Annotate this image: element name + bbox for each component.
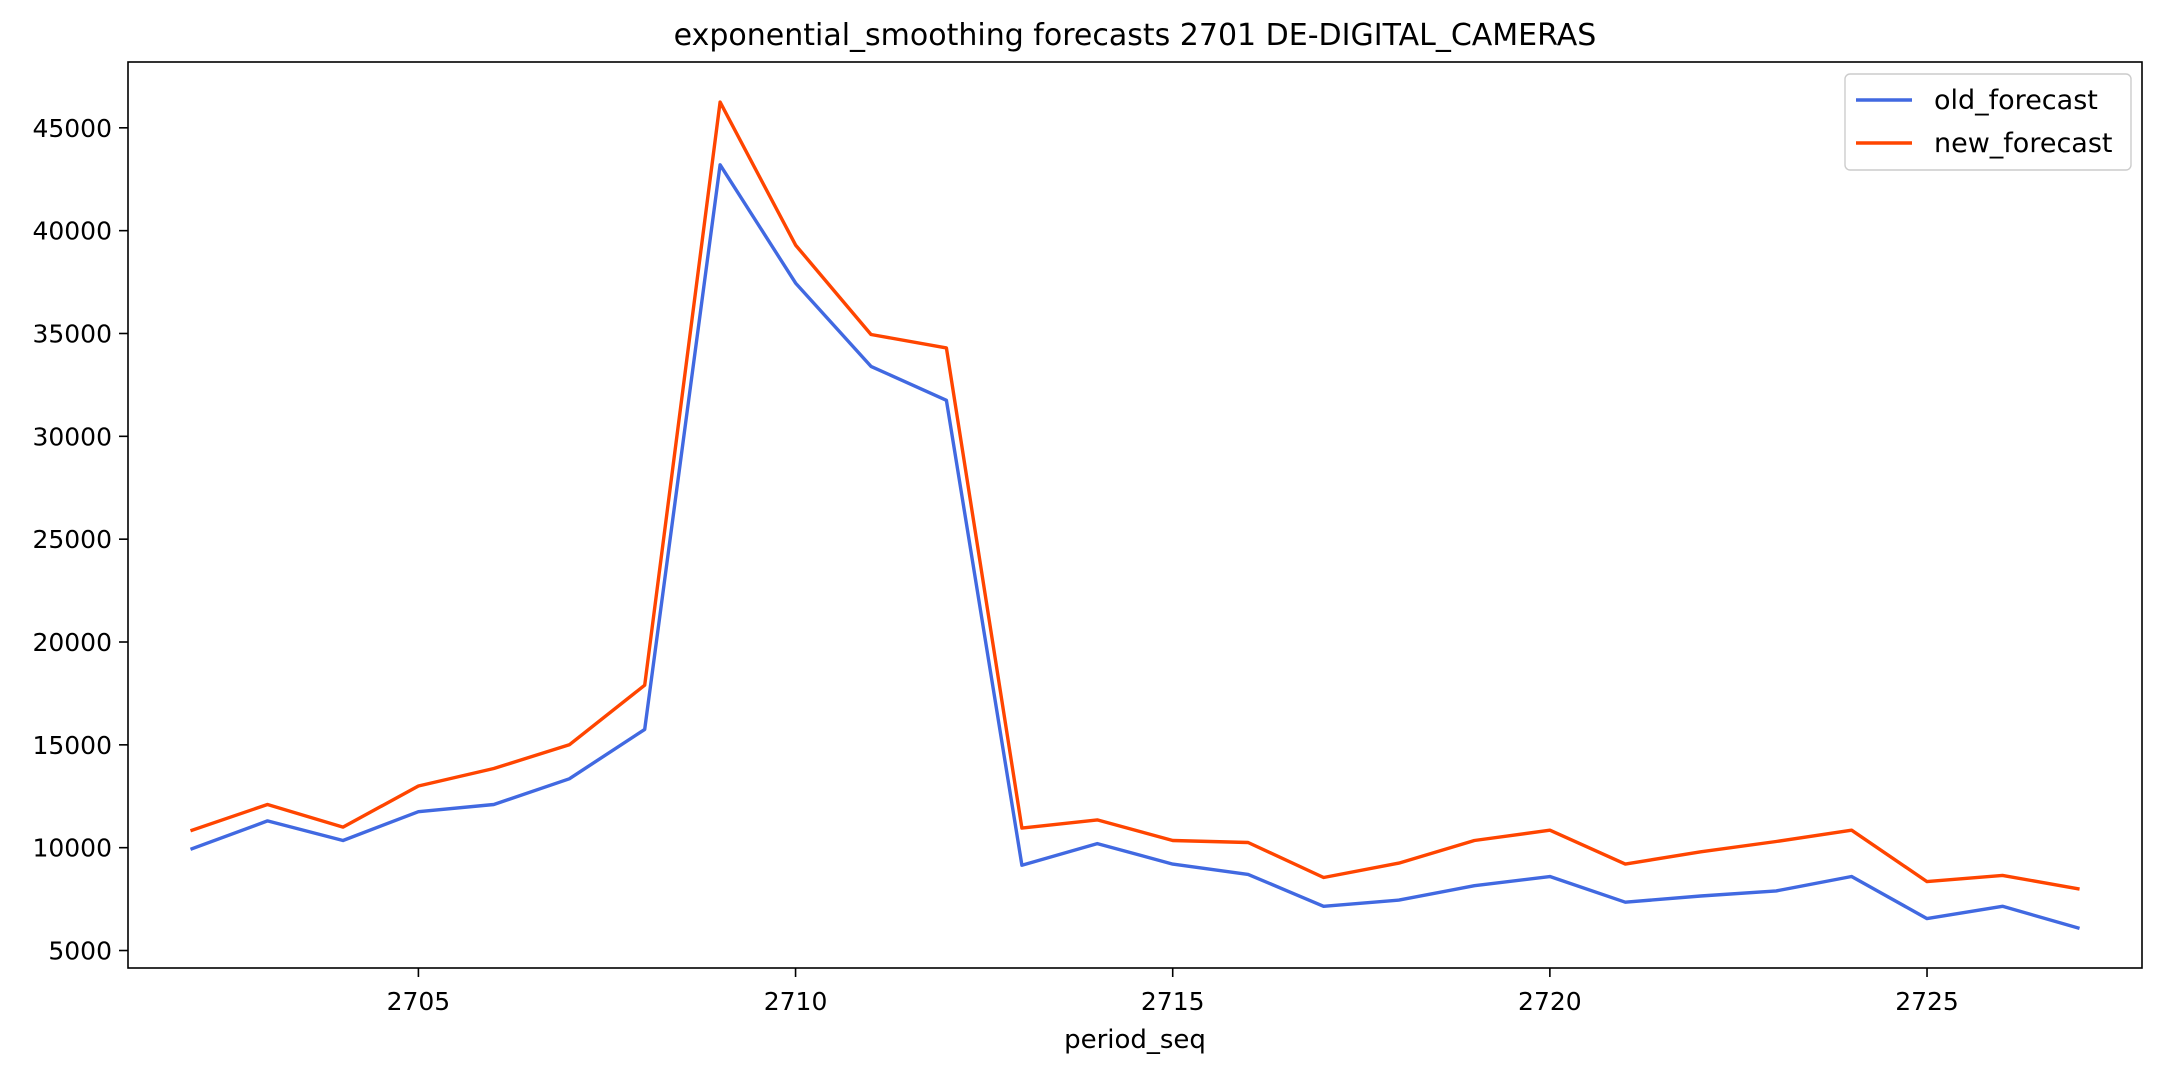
y-tick-label: 25000 xyxy=(32,525,112,554)
series-layer xyxy=(189,100,2081,931)
series-line-old_forecast xyxy=(189,163,2081,931)
legend-label-old_forecast: old_forecast xyxy=(1934,85,2098,116)
legend: old_forecast new_forecast xyxy=(1844,73,2132,171)
x-tick-label: 2725 xyxy=(1895,987,1959,1016)
y-tick-label: 35000 xyxy=(32,319,112,348)
y-tick-label: 45000 xyxy=(32,114,112,143)
x-tick-label: 2710 xyxy=(764,987,828,1016)
legend-label-new_forecast: new_forecast xyxy=(1934,128,2113,159)
y-tick-label: 20000 xyxy=(32,628,112,657)
plot-area xyxy=(127,61,2143,969)
y-tick-label: 30000 xyxy=(32,422,112,451)
y-tick-label: 40000 xyxy=(32,217,112,246)
x-axis: 2705 2710 2715 2720 2725 xyxy=(387,968,1959,1016)
series-line-new_forecast xyxy=(189,100,2080,891)
y-tick-label: 10000 xyxy=(32,834,112,863)
y-tick-label: 5000 xyxy=(48,937,112,966)
x-tick-label: 2720 xyxy=(1518,987,1582,1016)
x-tick-label: 2705 xyxy=(387,987,451,1016)
x-tick-label: 2715 xyxy=(1141,987,1205,1016)
legend-box xyxy=(1844,73,2132,171)
chart-title: exponential_smoothing forecasts 2701 DE-… xyxy=(674,18,1597,53)
x-axis-label: period_seq xyxy=(1064,1025,1206,1055)
y-axis: 5000 10000 15000 20000 25000 30000 35000 40000 4… xyxy=(32,114,128,966)
y-tick-label: 15000 xyxy=(32,731,112,760)
legend-entries: old_forecast new_forecast xyxy=(1856,85,2113,159)
